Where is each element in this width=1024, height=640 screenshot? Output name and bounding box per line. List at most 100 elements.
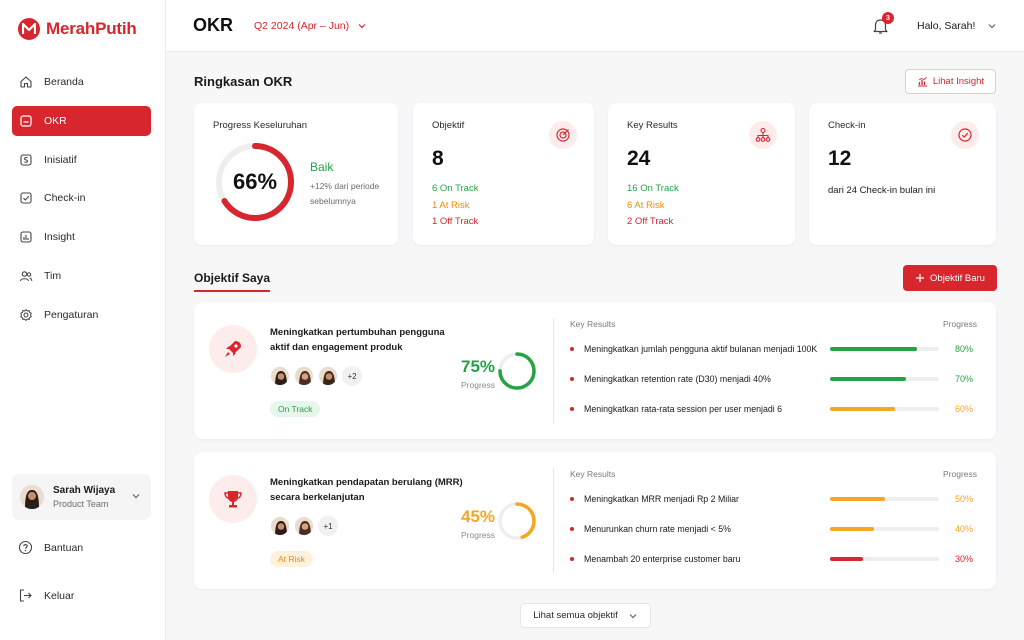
user-menu[interactable]: Halo, Sarah! bbox=[917, 20, 997, 32]
rocket-icon bbox=[209, 325, 257, 373]
sidebar-nav: Beranda OKR Inisiatif Check-in Insight T… bbox=[12, 67, 151, 339]
objective-percent: 45% bbox=[461, 507, 496, 526]
notification-badge: 3 bbox=[882, 12, 894, 24]
key-result-row[interactable]: Menurunkan churn rate menjadi < 5% 40% bbox=[570, 522, 975, 536]
sidebar-item-pengaturan[interactable]: Pengaturan bbox=[12, 300, 151, 330]
divider bbox=[553, 468, 554, 573]
top-header: OKR Q2 2024 (Apr – Jun) 3 Halo, Sarah! bbox=[166, 0, 1024, 52]
chevron-down-icon[interactable] bbox=[131, 491, 141, 501]
key-result-row[interactable]: Menambah 20 enterprise customer baru 30% bbox=[570, 552, 975, 566]
sidebar-item-label: Insight bbox=[44, 231, 75, 244]
sidebar-item-inisiatif[interactable]: Inisiatif bbox=[12, 145, 151, 175]
key-result-row[interactable]: Meningkatkan jumlah pengguna aktif bulan… bbox=[570, 342, 975, 356]
key-result-row[interactable]: Meningkatkan MRR menjadi Rp 2 Miliar 50% bbox=[570, 492, 975, 506]
key-result-progress-bar bbox=[830, 407, 939, 411]
key-result-text: Menurunkan churn rate menjadi < 5% bbox=[584, 524, 731, 534]
sidebar-item-label: Beranda bbox=[44, 76, 84, 88]
key-result-row[interactable]: Meningkatkan retention rate (D30) menjad… bbox=[570, 372, 975, 386]
divider bbox=[553, 318, 554, 423]
chevron-down-icon bbox=[628, 611, 638, 621]
sidebar: MerahPutih Beranda OKR Inisiatif Check-i… bbox=[0, 0, 166, 640]
progress-header: Progress bbox=[943, 469, 978, 479]
objective-card[interactable]: Meningkatkan pertumbuhan pengguna aktif … bbox=[194, 302, 996, 439]
gear-icon bbox=[19, 308, 33, 322]
extra-members-count: +2 bbox=[342, 366, 362, 386]
key-result-progress-fill bbox=[830, 527, 874, 531]
objectives-on-track: 6 On Track bbox=[432, 183, 479, 194]
key-results-stat-card: Key Results 24 16 On Track 6 At Risk 2 O… bbox=[608, 103, 795, 245]
key-result-percent: 30% bbox=[954, 554, 973, 564]
key-result-progress-fill bbox=[830, 497, 885, 501]
view-insight-button[interactable]: Lihat Insight bbox=[905, 69, 996, 94]
logo-mark-icon bbox=[18, 18, 40, 40]
key-result-percent: 60% bbox=[954, 404, 973, 414]
sidebar-item-label: Check-in bbox=[44, 192, 86, 205]
see-all-label: Lihat semua objektif bbox=[533, 610, 618, 621]
avatar bbox=[294, 366, 314, 386]
brand-name: MerahPutih bbox=[46, 19, 137, 38]
brand-logo[interactable]: MerahPutih bbox=[18, 18, 137, 40]
team-icon bbox=[19, 269, 33, 283]
objective-progress-arc bbox=[498, 352, 536, 390]
bullet-dot bbox=[570, 527, 574, 531]
key-result-text: Menambah 20 enterprise customer baru bbox=[584, 554, 741, 564]
avatar bbox=[270, 516, 290, 536]
member-avatars: +2 bbox=[270, 366, 362, 386]
objectives-stat-card: Objektif 8 6 On Track 1 At Risk 1 Off Tr… bbox=[413, 103, 594, 245]
period-selector[interactable]: Q2 2024 (Apr – Jun) bbox=[254, 20, 367, 32]
key-result-progress-fill bbox=[830, 407, 896, 411]
card-label: Key Results bbox=[627, 120, 678, 131]
user-role: Product Team bbox=[53, 499, 109, 509]
status-badge: At Risk bbox=[270, 551, 313, 567]
chart-icon bbox=[917, 76, 928, 87]
key-result-percent: 40% bbox=[954, 524, 973, 534]
extra-members-count: +1 bbox=[318, 516, 338, 536]
sidebar-item-okr[interactable]: OKR bbox=[12, 105, 151, 136]
tab-my-objectives[interactable]: Objektif Saya bbox=[194, 271, 271, 292]
home-icon bbox=[19, 75, 33, 89]
checkin-count: 12 bbox=[828, 147, 852, 170]
sidebar-item-beranda[interactable]: Beranda bbox=[12, 67, 151, 97]
logout-link[interactable]: Keluar bbox=[18, 588, 74, 603]
checkin-stat-card: Check-in 12 dari 24 Check-in bulan ini bbox=[809, 103, 996, 245]
overall-progress-arc bbox=[216, 143, 294, 221]
objectives-count: 8 bbox=[432, 147, 444, 170]
user-info: Sarah Wijaya Product Team bbox=[53, 485, 115, 509]
help-link[interactable]: Bantuan bbox=[18, 540, 83, 555]
sidebar-item-insight[interactable]: Insight bbox=[12, 222, 151, 252]
progress-label: Progress bbox=[461, 530, 496, 540]
user-card[interactable]: Sarah Wijaya Product Team bbox=[12, 474, 151, 520]
sidebar-item-tim[interactable]: Tim bbox=[12, 261, 151, 291]
card-label: Progress Keseluruhan bbox=[213, 120, 307, 131]
sidebar-item-label: OKR bbox=[44, 114, 67, 127]
notification-button[interactable]: 3 bbox=[872, 12, 894, 35]
new-objective-button[interactable]: Objektif Baru bbox=[903, 265, 997, 291]
objective-card[interactable]: Meningkatkan pendapatan berulang (MRR) s… bbox=[194, 452, 996, 589]
insight-icon bbox=[19, 230, 33, 244]
progress-label: Progress bbox=[461, 380, 496, 390]
sidebar-item-label: Tim bbox=[44, 269, 62, 282]
avatar bbox=[294, 516, 314, 536]
objective-percent: 75% bbox=[461, 357, 496, 376]
bullet-dot bbox=[570, 347, 574, 351]
avatar bbox=[20, 485, 44, 509]
key-result-percent: 80% bbox=[954, 344, 973, 354]
help-label: Bantuan bbox=[44, 541, 84, 554]
objectives-at-risk: 1 At Risk bbox=[432, 200, 470, 211]
status-badge: On Track bbox=[270, 401, 321, 417]
objective-progress-ring bbox=[498, 502, 536, 540]
key-result-text: Meningkatkan jumlah pengguna aktif bulan… bbox=[584, 344, 818, 354]
key-result-percent: 50% bbox=[954, 494, 973, 504]
page-title: OKR bbox=[193, 15, 233, 35]
bullet-dot bbox=[570, 407, 574, 411]
bullet-dot bbox=[570, 557, 574, 561]
key-result-row[interactable]: Meningkatkan rata-rata session per user … bbox=[570, 402, 975, 416]
hierarchy-icon bbox=[749, 121, 777, 149]
see-all-objectives-button[interactable]: Lihat semua objektif bbox=[520, 603, 651, 628]
sidebar-item-checkin[interactable]: Check-in bbox=[12, 183, 151, 213]
logout-icon bbox=[18, 588, 33, 603]
key-result-text: Meningkatkan MRR menjadi Rp 2 Miliar bbox=[584, 494, 739, 504]
target-icon bbox=[549, 121, 577, 149]
key-result-progress-bar bbox=[830, 347, 939, 351]
overall-status: Baik bbox=[310, 160, 334, 174]
